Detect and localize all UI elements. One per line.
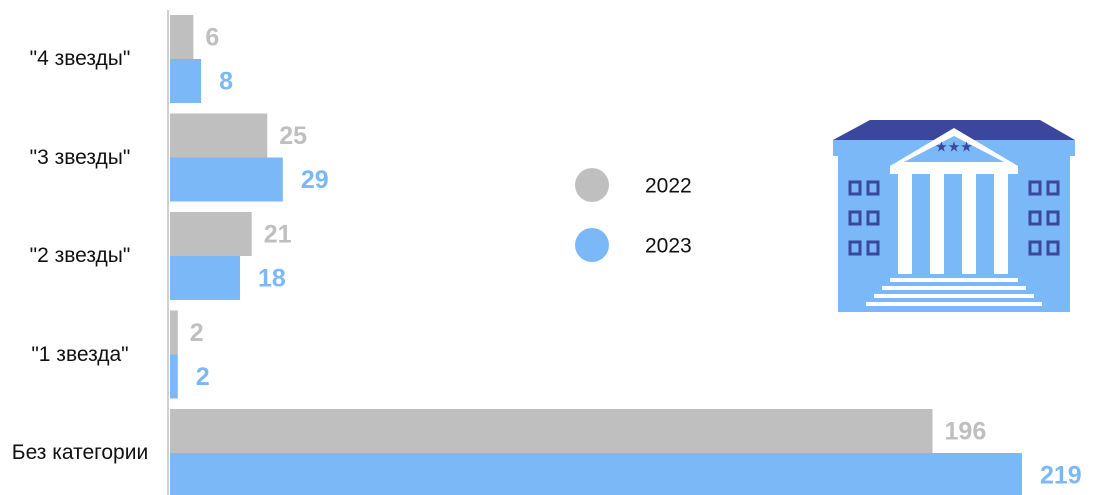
category-label-box: "1 звезда" <box>31 342 129 366</box>
category-label: "3 звезды" <box>29 145 131 169</box>
legend-marker <box>575 168 609 202</box>
category-label-box: Без категории <box>11 441 149 465</box>
value-label: 21 <box>264 221 292 249</box>
bar <box>170 453 1022 495</box>
bar <box>170 256 241 300</box>
building-icon: ★★★ <box>833 120 1075 312</box>
category-label: Без категории <box>11 441 149 465</box>
value-label: 196 <box>945 418 987 446</box>
legend-label: 2022 <box>645 175 692 198</box>
category-label-box: "4 звезды" <box>29 47 131 71</box>
bar <box>170 59 202 103</box>
bar <box>170 409 933 453</box>
category-label-box: "2 звезды" <box>29 244 131 268</box>
legend-marker <box>575 228 609 262</box>
value-label: 6 <box>205 24 219 52</box>
category-label: "4 звезды" <box>29 47 131 71</box>
value-label: 18 <box>258 265 286 293</box>
category-label: "1 звезда" <box>31 342 129 366</box>
bar <box>170 310 178 355</box>
bar <box>170 354 178 399</box>
value-label: 2 <box>196 363 210 391</box>
category-label: "2 звезды" <box>29 244 131 268</box>
bar <box>170 212 252 256</box>
category-label-box: "3 звезды" <box>29 145 131 169</box>
value-label: 25 <box>279 122 307 150</box>
value-label: 8 <box>219 68 233 96</box>
svg-text:★★★: ★★★ <box>935 139 973 155</box>
legend-label: 2023 <box>645 235 692 258</box>
value-label: 29 <box>301 166 329 194</box>
bar <box>170 157 283 202</box>
bar <box>170 113 268 158</box>
value-label: 219 <box>1040 462 1082 490</box>
bar <box>170 15 194 59</box>
value-label: 2 <box>190 319 204 347</box>
